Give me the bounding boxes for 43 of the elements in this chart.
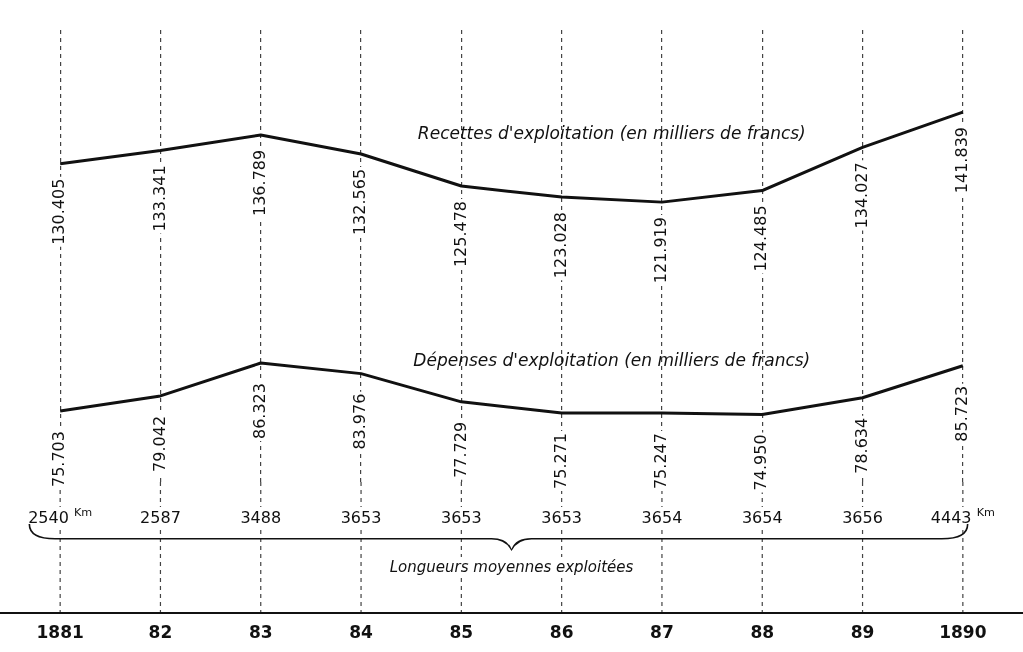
text: 3654 [741,508,783,527]
data-label: 85.723 [952,385,972,442]
data-label: 77.729 [450,421,470,478]
data-label: 75.247 [651,433,671,490]
x-tick-label: 87 [650,621,674,642]
data-label: 83.976 [350,393,370,450]
x-tick-label: 88 [750,621,775,642]
series-label: Recettes d'exploitation (en milliers de francs) [417,123,806,144]
data-label: 124.485 [751,205,771,272]
text: Longueurs moyennes exploitées [389,558,634,576]
text: 3653 [440,508,482,527]
data-label: 136.789 [249,149,269,216]
x-tick-label: 1890 [939,621,987,642]
x-tick-label: 86 [549,621,574,642]
data-label: 75.703 [49,431,69,488]
series-label: Dépenses d'exploitation (en milliers de francs) [413,349,811,370]
x-tick-label: 84 [349,621,374,642]
x-tick-label: 1881 [36,621,84,642]
data-label: 132.565 [350,168,370,236]
data-label: 125.478 [450,200,470,268]
x-tick-label: 83 [248,621,273,642]
text: 3653 [340,508,382,527]
text: 2587 [140,508,181,527]
data-label: 78.634 [851,417,871,474]
data-label: 133.341 [149,165,169,232]
data-label: 121.919 [651,217,671,284]
data-label: 141.839 [952,127,972,194]
text: 4443 Km [930,505,995,527]
x-tick-label: 89 [850,621,875,642]
data-label: 130.405 [49,178,69,245]
text: 3488 [240,508,282,527]
data-label: 75.271 [550,432,570,489]
data-label: 134.027 [851,162,871,229]
data-label: 74.950 [751,434,771,491]
text: 3654 [641,508,683,527]
text: 3656 [842,508,883,527]
x-tick-label: 82 [148,621,173,642]
text: 2540 Km [28,505,93,527]
data-label: 86.323 [249,383,269,440]
data-label: 79.042 [149,415,169,472]
text: 3653 [541,508,583,527]
data-label: 123.028 [550,212,570,279]
x-tick-label: 85 [449,621,474,642]
